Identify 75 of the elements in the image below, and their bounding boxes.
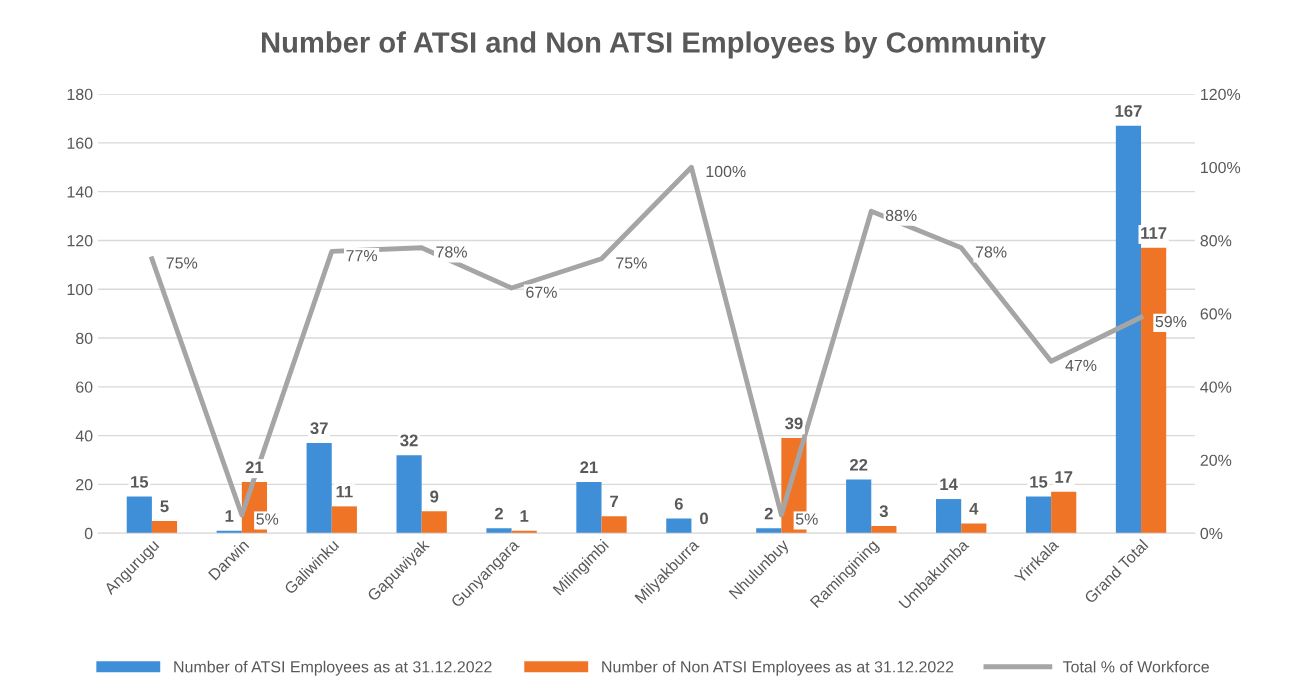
- y-tick-label: 40: [75, 430, 93, 442]
- data-label: 32: [400, 434, 418, 447]
- data-label: 0: [700, 512, 708, 525]
- data-label: 88%: [885, 209, 917, 222]
- legend-label: Number of ATSI Employees as at 31.12.2022: [174, 660, 492, 676]
- data-label: 9: [430, 490, 439, 503]
- data-label: 6: [674, 497, 683, 510]
- bar: [601, 516, 627, 534]
- data-label: 100%: [706, 165, 746, 178]
- y-tick-label: 140: [67, 186, 93, 198]
- y-tick-label: 80: [76, 332, 93, 344]
- y-tick-label: 20: [76, 479, 93, 491]
- data-label: 15: [131, 476, 149, 488]
- data-label: 117: [1141, 227, 1167, 239]
- y-tick-label: 120: [67, 235, 93, 247]
- data-label: 21: [580, 461, 598, 473]
- bar: [1025, 496, 1052, 534]
- y2-tick-label: 0%: [1200, 527, 1223, 540]
- data-label: 5%: [256, 513, 279, 525]
- chart-title: Number of ATSI and Non ATSI Employees by Community: [261, 31, 1046, 59]
- y2-tick-label: 100%: [1201, 161, 1241, 174]
- bar: [961, 523, 987, 534]
- data-label: 167: [1115, 105, 1142, 117]
- data-label: 78%: [975, 246, 1007, 258]
- bar: [756, 528, 782, 534]
- bar: [1115, 125, 1142, 534]
- data-label: 11: [336, 485, 353, 498]
- data-label: 75%: [166, 257, 198, 269]
- data-label: 22: [849, 458, 868, 471]
- bar: [936, 499, 962, 534]
- data-label: 15: [1030, 476, 1048, 488]
- data-label: 2: [494, 507, 503, 520]
- y2-tick-label: 40%: [1200, 381, 1232, 393]
- bar: [666, 518, 692, 534]
- bar: [151, 521, 178, 534]
- data-label: 37: [310, 422, 328, 435]
- legend-label: Total % of Workforce: [1062, 660, 1209, 673]
- data-label: 4: [969, 502, 979, 515]
- data-label: 2: [764, 507, 773, 520]
- y-tick-label: 0: [84, 527, 93, 540]
- y-tick-label: 160: [67, 137, 93, 149]
- y-tick-label: 180: [67, 88, 93, 101]
- bar: [846, 479, 872, 534]
- data-label: 59%: [1155, 315, 1187, 328]
- data-label: 14: [940, 478, 958, 491]
- data-label: 39: [785, 417, 803, 430]
- y2-tick-label: 80%: [1200, 235, 1232, 247]
- data-label: 77%: [346, 250, 378, 262]
- data-label: 78%: [436, 246, 467, 258]
- data-label: 75%: [616, 257, 647, 269]
- y-tick-label: 60: [76, 381, 93, 393]
- bar: [126, 496, 152, 534]
- data-label: 47%: [1065, 359, 1097, 371]
- bar: [576, 481, 602, 534]
- bar: [486, 528, 512, 534]
- y2-tick-label: 20%: [1200, 454, 1232, 466]
- data-label: 1: [520, 510, 529, 522]
- y2-tick-label: 60%: [1200, 308, 1232, 320]
- legend-label: Number of Non ATSI Employees as at 31.12.2022: [602, 660, 954, 676]
- bar: [396, 455, 422, 534]
- data-label: 7: [610, 495, 618, 508]
- data-label: 5%: [795, 513, 818, 525]
- bar: [331, 506, 357, 534]
- bar: [421, 511, 447, 534]
- data-label: 5: [160, 500, 169, 513]
- data-label: 21: [245, 461, 264, 473]
- data-label: 3: [879, 505, 888, 518]
- data-label: 67%: [526, 286, 557, 298]
- bar: [1051, 491, 1077, 534]
- data-label: 1: [225, 510, 234, 522]
- y2-tick-label: 120%: [1201, 88, 1241, 101]
- bar: [871, 525, 897, 534]
- bar: [306, 442, 332, 534]
- y-tick-label: 100: [67, 283, 93, 296]
- data-label: 17: [1055, 471, 1073, 483]
